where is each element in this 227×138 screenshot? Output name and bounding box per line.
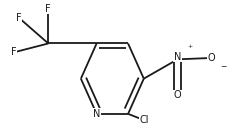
Text: F: F: [11, 47, 16, 57]
Text: O: O: [207, 53, 215, 63]
Text: F: F: [45, 4, 51, 14]
Text: N: N: [93, 109, 100, 119]
Text: N: N: [174, 52, 181, 62]
Text: Cl: Cl: [139, 115, 148, 125]
Text: −: −: [220, 62, 227, 71]
Text: +: +: [187, 44, 192, 49]
Text: F: F: [16, 13, 22, 23]
Text: O: O: [174, 90, 181, 100]
